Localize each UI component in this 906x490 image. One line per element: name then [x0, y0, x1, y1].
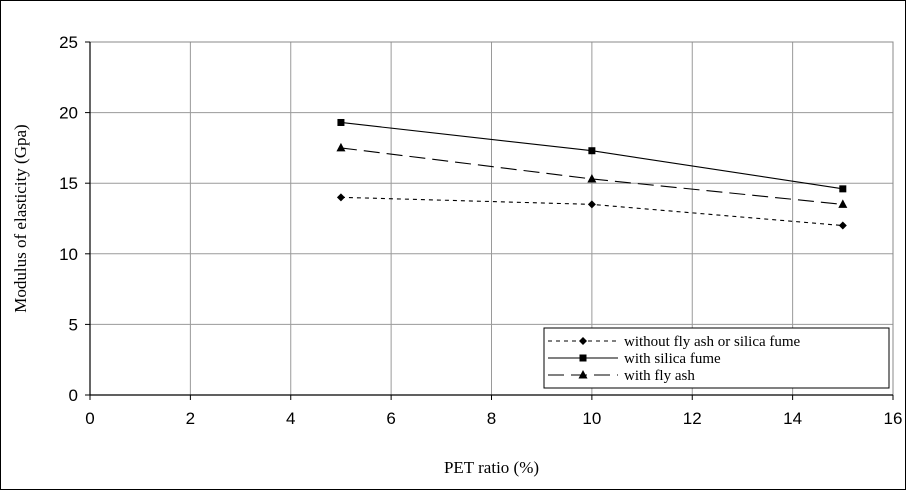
y-tick-label: 15 — [59, 174, 78, 193]
legend-item: with silica fume — [548, 351, 721, 367]
series-layer — [336, 118, 848, 230]
legend-item: with fly ash — [548, 368, 695, 384]
data-point — [336, 193, 345, 202]
data-point — [337, 118, 345, 126]
y-tick-label: 20 — [59, 104, 78, 123]
x-tick-label: 8 — [487, 409, 496, 428]
x-tick-label: 12 — [683, 409, 702, 428]
series-1 — [336, 193, 847, 230]
y-tick-label: 25 — [59, 33, 78, 52]
data-point — [336, 142, 346, 152]
legend-label: with silica fume — [624, 351, 721, 367]
legend-marker — [579, 337, 587, 345]
series-2 — [337, 118, 847, 193]
x-tick-label: 2 — [186, 409, 195, 428]
axes — [85, 41, 894, 400]
grid-lines — [90, 42, 893, 395]
x-tick-label: 10 — [582, 409, 601, 428]
legend-label: without fly ash or silica fume — [624, 334, 801, 350]
data-point — [839, 185, 847, 193]
data-point — [587, 173, 597, 183]
x-tick-label: 16 — [884, 409, 903, 428]
y-tick-label: 5 — [69, 315, 78, 334]
tick-labels: 0 2 4 6 8 10 12 14 16 0 5 10 15 20 25 — [59, 33, 902, 428]
x-tick-label: 14 — [783, 409, 802, 428]
legend-item: without fly ash or silica fume — [548, 334, 801, 350]
legend-label: with fly ash — [624, 368, 695, 384]
series-3 — [336, 142, 848, 208]
data-point — [838, 199, 848, 208]
series-line — [340, 147, 843, 205]
y-tick-label: 10 — [59, 245, 78, 264]
data-point — [587, 200, 596, 209]
x-axis-title: PET ratio (%) — [444, 458, 539, 477]
x-tick-label: 4 — [286, 409, 295, 428]
legend-marker — [579, 354, 587, 362]
legend-marker — [578, 370, 588, 379]
data-point — [588, 147, 596, 155]
x-tick-label: 0 — [85, 409, 94, 428]
x-tick-label: 6 — [386, 409, 395, 428]
y-axis-title: Modulus of elasticity (Gpa) — [11, 124, 30, 312]
y-tick-label: 0 — [69, 386, 78, 405]
data-point — [838, 221, 847, 230]
